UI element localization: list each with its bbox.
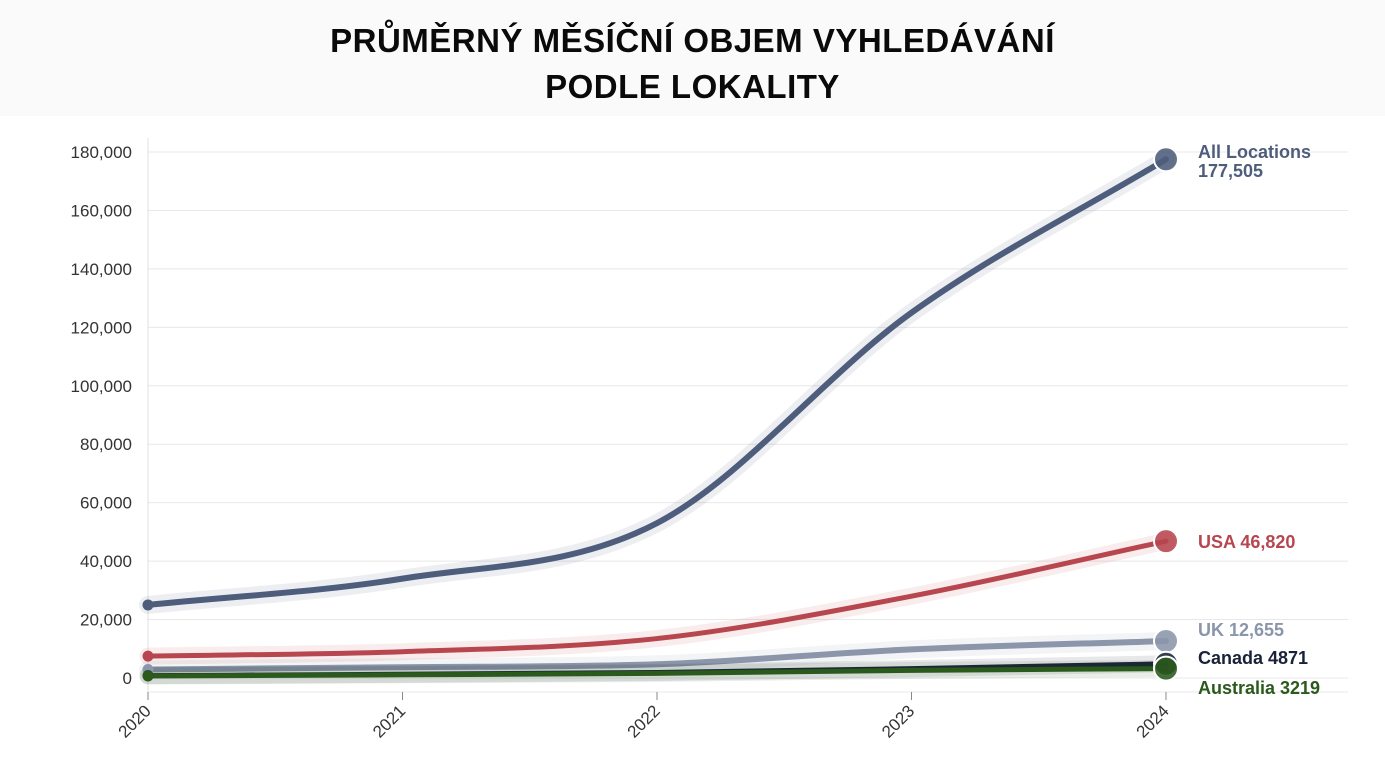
y-tick-label: 100,000 [71, 377, 132, 396]
gridlines [148, 151, 1348, 679]
series-label-canada: Canada 4871 [1198, 648, 1308, 668]
x-tick-label: 2024 [1133, 701, 1173, 741]
x-tick-label: 2021 [369, 701, 409, 741]
chart-title-line-2: PODLE LOKALITY [545, 68, 840, 105]
axes [147, 138, 1348, 700]
series-lines [139, 150, 1175, 685]
chart-title-line-1: PRŮMĚRNÝ MĚSÍČNÍ OBJEM VYHLEDÁVÁNÍ [330, 22, 1055, 59]
series-label-all: All Locations [1198, 142, 1311, 162]
series-label-usa: USA 46,820 [1198, 532, 1295, 552]
x-tick-label: 2023 [878, 701, 918, 741]
y-tick-label: 20,000 [80, 611, 132, 630]
series-end-marker-uk [1153, 628, 1179, 655]
series-end-marker-australia [1153, 655, 1179, 682]
x-tick-label: 2022 [624, 701, 664, 741]
series-line-uk [145, 638, 1169, 673]
series-value-label-all: 177,505 [1198, 161, 1263, 181]
y-tick-label: 160,000 [71, 201, 132, 220]
y-axis-tick-labels: 0 20,000 40,000 60,000 80,000 100,000 120,000 1… [71, 143, 132, 688]
series-line-all [145, 156, 1169, 608]
y-tick-label: 120,000 [71, 318, 132, 337]
series-markers [142, 146, 1179, 682]
series-end-marker-usa [1153, 528, 1179, 555]
y-tick-label: 180,000 [71, 143, 132, 162]
series-end-marker-all [1153, 146, 1179, 173]
x-axis-tick-labels: 2020 2021 2022 2023 2024 [115, 701, 1173, 741]
series-start-marker-usa [142, 650, 154, 662]
title-band [0, 0, 1385, 116]
y-tick-label: 40,000 [80, 552, 132, 571]
series-line-usa [145, 538, 1169, 659]
x-tick-label: 2020 [115, 701, 155, 741]
y-tick-label: 60,000 [80, 494, 132, 513]
series-start-marker-all [142, 599, 154, 611]
series-label-uk: UK 12,655 [1198, 620, 1284, 640]
series-start-marker-australia [142, 670, 154, 682]
y-tick-label: 140,000 [71, 260, 132, 279]
chart-title: PRŮMĚRNÝ MĚSÍČNÍ OBJEM VYHLEDÁVÁNÍ PODLE… [0, 18, 1385, 110]
series-line-australia [145, 666, 1169, 679]
series-label-australia: Australia 3219 [1198, 678, 1320, 698]
y-tick-label: 80,000 [80, 435, 132, 454]
y-tick-label: 0 [123, 669, 132, 688]
series-halo-all [139, 150, 1175, 614]
